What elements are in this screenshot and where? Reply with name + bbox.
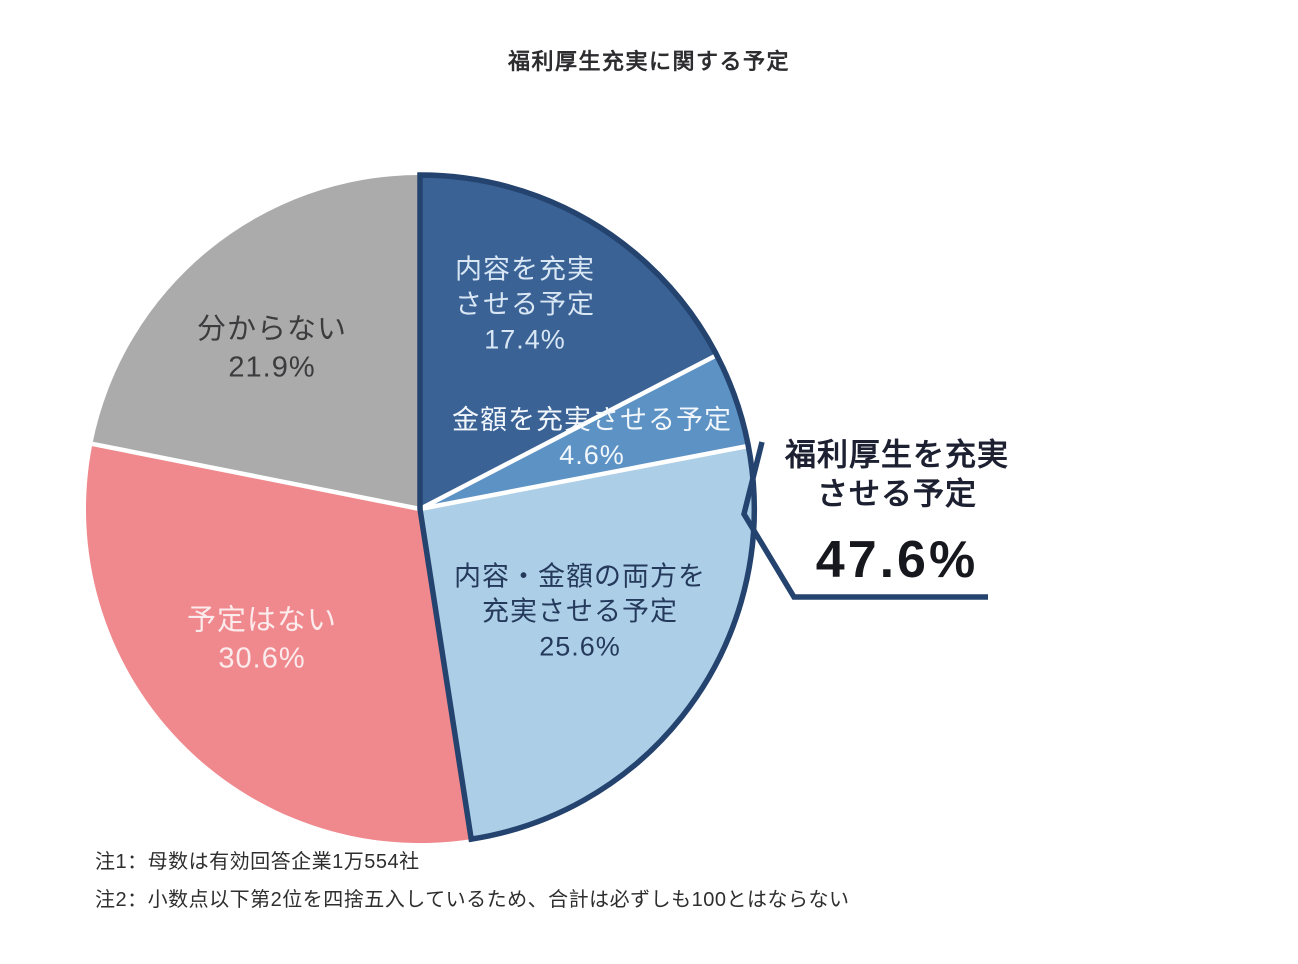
- pie-slice-1: [420, 355, 748, 509]
- slice-label-naiyo: 内容を充実 させる予定 17.4%: [455, 254, 595, 355]
- group-annotation-label: 福利厚生を充実 させる予定: [785, 437, 1009, 511]
- slice-divider-2: [419, 443, 749, 512]
- pie-slice-4: [92, 174, 421, 509]
- footnotes: 注1：母数は有効回答企業1万554社 注2：小数点以下第2位を四捨五入しているた…: [95, 843, 850, 919]
- pie-slice-0: [420, 175, 717, 509]
- pie-slice-2: [420, 446, 755, 840]
- footnote-2: 注2：小数点以下第2位を四捨五入しているため、合計は必ずしも100とはならない: [95, 889, 850, 911]
- slice-label-yotei-nai: 予定はない 30.6%: [186, 604, 338, 674]
- slice-label-kingaku: 金額を充実させる予定 4.6%: [452, 404, 732, 470]
- group-annotation-value: 47.6%: [815, 531, 979, 589]
- pie-slices: [85, 174, 755, 844]
- slice-dividers: [91, 353, 749, 512]
- slice-divider-4: [91, 441, 421, 512]
- slice-divider-1: [418, 353, 718, 511]
- footnote-1: 注1：母数は有効回答企業1万554社: [95, 851, 420, 873]
- pie-slice-3: [85, 443, 472, 844]
- chart-title: 福利厚生充実に関する予定: [507, 49, 790, 74]
- callout-pointer-line: [741, 441, 988, 600]
- slice-label-ryoho: 内容・金額の両方を 充実させる予定 25.6%: [454, 561, 706, 662]
- slice-label-wakaranai: 分からない 21.9%: [196, 313, 348, 383]
